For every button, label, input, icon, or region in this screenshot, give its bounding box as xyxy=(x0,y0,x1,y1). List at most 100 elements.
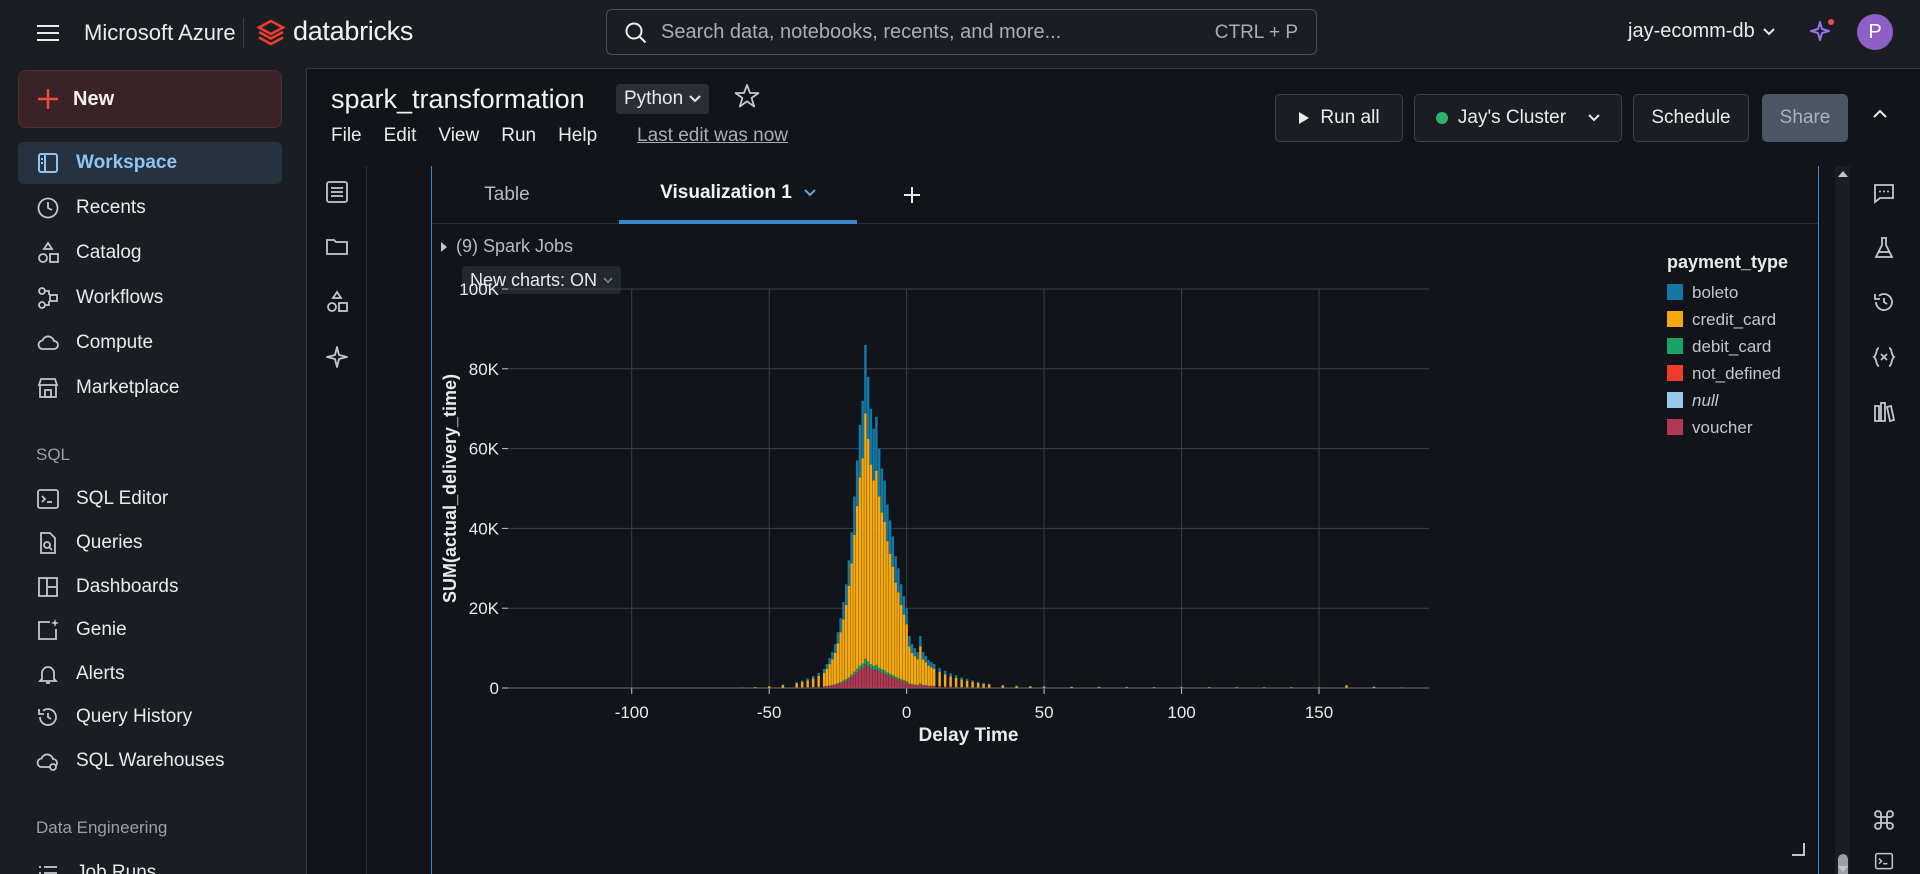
bar-credit_card xyxy=(795,683,798,688)
bar-voucher xyxy=(899,680,903,688)
bar-debit_card xyxy=(853,671,856,675)
sidebar-item-marketplace[interactable]: Marketplace xyxy=(18,367,282,409)
bar-boleto xyxy=(938,668,941,673)
global-search[interactable]: CTRL + P xyxy=(606,9,1317,55)
search-input[interactable] xyxy=(661,20,1181,44)
menu-view[interactable]: View xyxy=(438,125,480,146)
bar-boleto xyxy=(1345,684,1348,686)
history-icon[interactable] xyxy=(1872,290,1896,314)
bar-credit_card xyxy=(828,664,831,686)
sidebar-item-label: Recents xyxy=(76,197,146,218)
sidebar-item-workspace[interactable]: Workspace xyxy=(18,142,282,184)
command-icon[interactable] xyxy=(1872,808,1896,832)
bar-credit_card xyxy=(886,541,889,673)
cluster-selector[interactable]: Jay's Cluster xyxy=(1414,94,1622,142)
catalog-icon[interactable] xyxy=(325,290,349,314)
scroll-up-arrow-icon[interactable] xyxy=(1837,170,1849,178)
share-button[interactable]: Share xyxy=(1762,94,1848,142)
legend-label-not_defined: not_defined xyxy=(1692,364,1781,383)
menu-run[interactable]: Run xyxy=(501,125,537,146)
scroll-down-arrow-icon[interactable] xyxy=(1837,865,1849,873)
run-all-button[interactable]: Run all xyxy=(1275,94,1403,142)
menu-file[interactable]: File xyxy=(331,125,362,146)
experiment-flask-icon[interactable] xyxy=(1872,236,1896,260)
sidebar-item-label: Compute xyxy=(76,332,154,353)
bar-voucher xyxy=(811,687,815,688)
bar-debit_card xyxy=(902,680,906,682)
sidebar-item-recents[interactable]: Recents xyxy=(18,187,282,229)
sidebar-item-queries[interactable]: Queries xyxy=(18,522,282,564)
job-runs-icon xyxy=(39,866,57,874)
workspace-selector[interactable]: jay-ecomm-db xyxy=(1628,20,1775,43)
last-edit-link[interactable]: Last edit was now xyxy=(637,125,789,146)
assistant-sparkle-icon[interactable] xyxy=(1808,18,1836,46)
bar-voucher xyxy=(910,684,914,688)
comment-icon[interactable] xyxy=(1872,181,1896,205)
sidebar-item-sql-warehouses[interactable]: SQL Warehouses xyxy=(18,740,282,782)
result-tabs: Table Visualization 1 xyxy=(432,166,1818,224)
bar-boleto xyxy=(811,676,815,679)
chevron-down-icon xyxy=(1762,27,1775,35)
sidebar-item-label: SQL Editor xyxy=(76,488,169,509)
bar-credit_card xyxy=(1152,687,1156,688)
schedule-button[interactable]: Schedule xyxy=(1633,94,1749,142)
databricks-brand[interactable]: databricks xyxy=(293,16,414,46)
scrollbar-thumb[interactable] xyxy=(1838,854,1848,874)
bar-credit_card xyxy=(932,668,936,686)
bar-credit_card xyxy=(800,681,804,688)
sidebar-item-dashboards[interactable]: Dashboards xyxy=(18,566,282,608)
bar-debit_card xyxy=(875,664,878,670)
x-tick-label: 50 xyxy=(1035,703,1054,722)
sidebar-item-alerts[interactable]: Alerts xyxy=(18,653,282,695)
bar-voucher xyxy=(877,671,881,688)
menu-edit[interactable]: Edit xyxy=(383,125,417,146)
star-favorite-icon[interactable] xyxy=(734,83,760,109)
bar-debit_card xyxy=(897,677,900,680)
table-of-contents-icon[interactable] xyxy=(325,180,349,204)
search-icon xyxy=(625,22,647,44)
bar-credit_card xyxy=(1125,687,1128,688)
y-tick-label: 20K xyxy=(469,599,500,618)
assistant-icon[interactable] xyxy=(325,345,349,369)
chevron-down-icon[interactable] xyxy=(804,189,816,197)
sidebar-item-sql-editor[interactable]: SQL Editor xyxy=(18,478,282,520)
notebook-title[interactable]: spark_transformation xyxy=(331,84,585,114)
bar-credit_card xyxy=(839,632,842,683)
bar-boleto xyxy=(872,428,875,481)
chevron-up-icon[interactable] xyxy=(1873,109,1887,118)
vertical-scrollbar[interactable] xyxy=(1835,166,1850,874)
tab-visualization-1[interactable]: Visualization 1 xyxy=(619,166,857,224)
sidebar-item-workflows[interactable]: Workflows xyxy=(18,277,282,319)
legend-swatch-debit_card xyxy=(1667,338,1683,354)
bar-credit_card xyxy=(1070,686,1073,688)
clock-icon xyxy=(37,197,59,219)
bar-credit_card xyxy=(938,672,941,687)
x-tick-label: -50 xyxy=(757,703,782,722)
language-selector[interactable]: Python xyxy=(616,84,710,114)
sidebar-item-genie[interactable]: Genie xyxy=(18,609,282,651)
sidebar-item-job-runs[interactable]: Job Runs xyxy=(18,852,282,874)
library-icon[interactable] xyxy=(1872,400,1896,424)
sidebar-item-compute[interactable]: Compute xyxy=(18,322,282,364)
variables-icon[interactable] xyxy=(1872,345,1896,369)
workspace-name: jay-ecomm-db xyxy=(1628,20,1755,42)
bar-credit_card xyxy=(858,477,862,666)
sidebar-item-query-history[interactable]: Query History xyxy=(18,696,282,738)
add-tab-button[interactable] xyxy=(892,166,932,224)
sidebar-item-catalog[interactable]: Catalog xyxy=(18,232,282,274)
tab-table[interactable]: Table xyxy=(484,184,530,205)
bar-credit_card xyxy=(806,680,809,688)
folder-icon[interactable] xyxy=(325,235,349,259)
bar-boleto xyxy=(910,644,914,653)
user-avatar[interactable]: P xyxy=(1857,14,1893,50)
new-button[interactable]: New xyxy=(18,70,282,128)
spark-jobs-toggle[interactable]: (9) Spark Jobs xyxy=(440,236,573,257)
hamburger-menu-icon[interactable] xyxy=(36,22,60,44)
azure-brand: Microsoft Azure xyxy=(84,20,236,45)
bar-voucher xyxy=(833,684,837,688)
bar-debit_card xyxy=(894,676,897,679)
bar-credit_card xyxy=(875,470,878,665)
legend-label-voucher: voucher xyxy=(1692,418,1753,437)
terminal-icon[interactable] xyxy=(1872,852,1896,872)
menu-help[interactable]: Help xyxy=(558,125,598,146)
